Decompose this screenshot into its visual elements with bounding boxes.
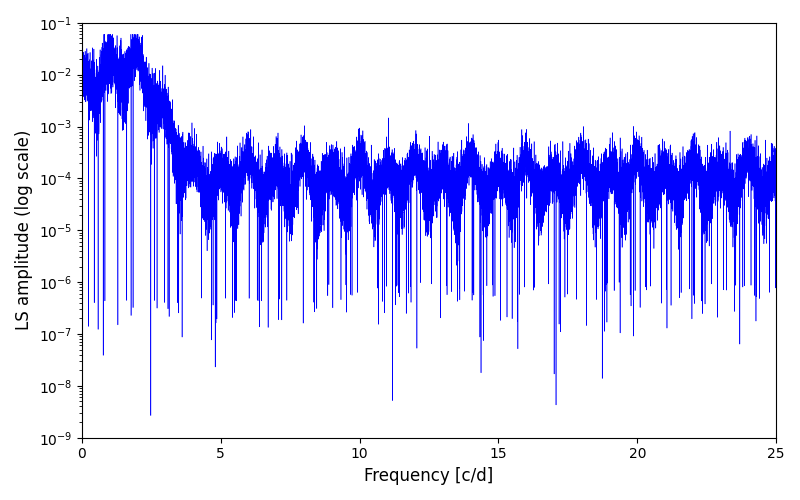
- Y-axis label: LS amplitude (log scale): LS amplitude (log scale): [15, 130, 33, 330]
- X-axis label: Frequency [c/d]: Frequency [c/d]: [364, 467, 494, 485]
